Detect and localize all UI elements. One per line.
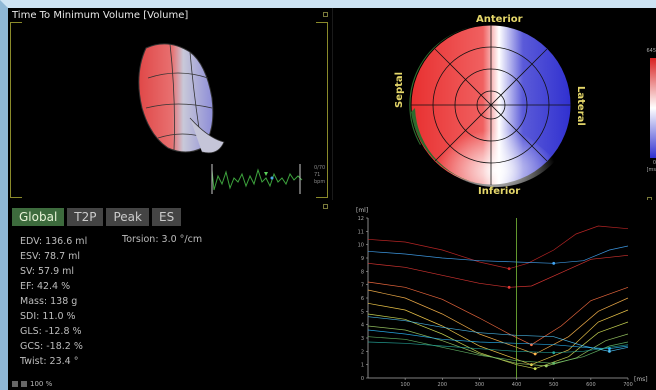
label-septal: Septal [394, 71, 405, 108]
tab-es[interactable]: ES [151, 208, 182, 226]
series-line-10 [367, 329, 629, 350]
y-tick-label: 6 [361, 296, 364, 302]
y-tick-label: 4 [361, 323, 364, 329]
series-line-3 [367, 289, 629, 355]
y-tick-label: 3 [361, 336, 364, 342]
series-min-marker-10 [608, 347, 611, 351]
label-anterior: Anterior [476, 14, 523, 25]
zoom-level: 100 % [30, 380, 53, 388]
stat-gls: GLS: -12.8 % [20, 326, 82, 337]
y-tick-label: 8 [361, 269, 364, 275]
volume-3d-panel[interactable]: Time To Minimum Volume [Volume] 0/ [8, 8, 333, 200]
bullseye-plot[interactable] [406, 20, 576, 190]
stat-sv: SV: 57.9 ml [20, 266, 75, 277]
series-min-marker-9 [552, 261, 556, 265]
stat-esv: ESV: 78.7 ml [20, 251, 81, 262]
series-min-marker-8 [608, 349, 611, 353]
viewport-bracket [316, 22, 328, 23]
bullseye-panel[interactable]: Anterior Inferior Septal Lateral 645 0 [… [334, 8, 656, 202]
x-tick-label: 500 [549, 382, 559, 388]
stat-edv: EDV: 136.6 ml [20, 236, 88, 247]
y-tick-label: 9 [361, 256, 364, 262]
stats-panel: Global T2P Peak ES EDV: 136.6 ml ESV: 78… [8, 200, 348, 390]
volume-curve-panel[interactable]: [ml] [ms] 0 1 2 3 4 5 6 7 8 9 10 11 12 100 200 300 400 500 6… [348, 200, 656, 390]
x-tick-label: 100 [400, 382, 410, 388]
series-line-0 [367, 225, 629, 270]
x-axis-label: [ms] [634, 376, 648, 383]
label-inferior: Inferior [478, 186, 521, 197]
toolbar-icon[interactable] [21, 381, 27, 387]
viewport-bracket [316, 197, 328, 198]
heart-3d-model[interactable] [128, 38, 228, 158]
y-tick-label: 11 [358, 229, 364, 235]
panel-title: Time To Minimum Volume [Volume] [12, 10, 189, 21]
y-tick-label: 0 [361, 376, 364, 382]
y-tick-label: 5 [361, 309, 364, 315]
series-min-marker-1 [507, 285, 511, 289]
y-tick-label: 2 [361, 349, 364, 355]
tab-t2p[interactable]: T2P [67, 208, 104, 226]
series-line-1 [367, 254, 629, 288]
tab-bar: Global T2P Peak ES [12, 208, 182, 226]
series-min-marker-0 [507, 267, 511, 271]
series-min-marker-7 [552, 361, 556, 365]
x-tick-label: 200 [438, 382, 448, 388]
stat-mass: Mass: 138 g [20, 296, 78, 307]
x-tick-label: 600 [586, 382, 596, 388]
stat-sdi: SDI: 11.0 % [20, 311, 76, 322]
series-line-5 [367, 313, 629, 370]
stat-torsion: Torsion: 3.0 °/cm [122, 234, 203, 245]
x-tick-label: 700 [623, 382, 633, 388]
series-line-6 [367, 325, 629, 367]
scale-min: 0 [652, 160, 656, 166]
ecg-label: 0/70 [314, 165, 326, 171]
viewport-bracket [327, 22, 328, 198]
y-tick-label: 10 [358, 243, 364, 249]
series-line-2 [367, 281, 629, 346]
stats-list: EDV: 136.6 ml ESV: 78.7 ml SV: 57.9 ml E… [20, 234, 87, 369]
viewport-bracket [10, 197, 22, 198]
ecg-label: 71 bpm [314, 172, 326, 185]
scale-unit: [ms [646, 167, 656, 173]
color-scale-bar [650, 58, 656, 158]
x-tick-label: 400 [512, 382, 522, 388]
viewport-bracket [10, 22, 11, 198]
x-tick-label: 300 [475, 382, 485, 388]
series-min-marker-3 [533, 352, 537, 356]
series-min-marker-11 [552, 351, 556, 355]
stat-twist: Twist: 23.4 ° [20, 356, 79, 367]
tab-peak[interactable]: Peak [106, 208, 149, 226]
panel-maximize-icon[interactable] [323, 204, 328, 209]
y-axis-label: [ml] [356, 207, 368, 214]
series-min-marker-6 [544, 364, 548, 368]
label-lateral: Lateral [575, 86, 586, 126]
series-min-marker-5 [533, 367, 537, 371]
stat-gcs: GCS: -18.2 % [20, 341, 83, 352]
y-tick-label: 12 [358, 216, 364, 222]
series-line-9 [367, 245, 629, 264]
ecg-trace[interactable] [208, 160, 308, 198]
panel-maximize-icon[interactable] [323, 12, 328, 17]
stat-ef: EF: 42.4 % [20, 281, 71, 292]
toolbar-icon[interactable] [12, 381, 18, 387]
footer-bar: 100 % [12, 380, 52, 388]
y-tick-label: 7 [361, 283, 364, 289]
viewport-bracket [10, 22, 22, 34]
tab-global[interactable]: Global [12, 208, 65, 226]
scale-max: 645 [646, 48, 656, 54]
y-tick-label: 1 [361, 363, 364, 369]
